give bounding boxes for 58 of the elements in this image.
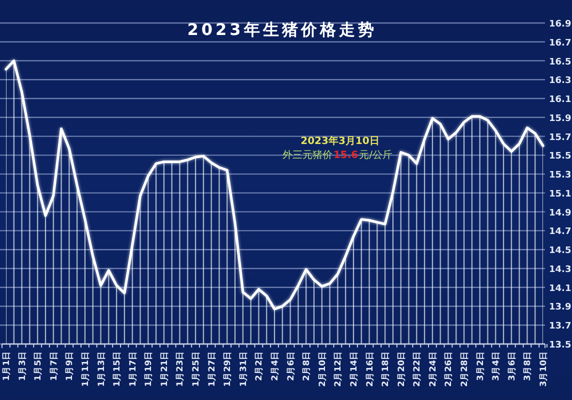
x-tick-label: 2月22日 bbox=[412, 351, 423, 387]
x-tick-label: 1月5日 bbox=[32, 351, 44, 381]
annotation: 15.6 bbox=[333, 150, 358, 161]
y-tick-label: 16.3 bbox=[549, 76, 572, 86]
x-tick-label: 2月10日 bbox=[316, 351, 328, 387]
y-tick-label: 13.5 bbox=[549, 340, 572, 350]
x-tick-label: 1月13日 bbox=[96, 351, 107, 387]
y-tick-label: 14.7 bbox=[549, 227, 572, 238]
x-tick-label: 1月27日 bbox=[206, 351, 218, 387]
x-tick-label: 3月6日 bbox=[506, 351, 518, 381]
y-tick-label: 13.7 bbox=[549, 322, 572, 332]
x-tick-label: 1月15日 bbox=[112, 351, 123, 387]
x-tick-label: 3月8日 bbox=[522, 351, 534, 381]
x-tick-label: 1月25日 bbox=[190, 351, 202, 387]
x-tick-label: 2月8日 bbox=[301, 351, 312, 381]
x-tick-label: 2月2日 bbox=[254, 351, 265, 381]
x-tick-label: 2月16日 bbox=[364, 351, 376, 387]
y-tick-label: 15.7 bbox=[549, 132, 572, 143]
x-tick-label: 1月1日 bbox=[1, 351, 12, 381]
x-tick-label: 2月18日 bbox=[380, 351, 392, 387]
x-tick-label: 3月4日 bbox=[490, 351, 502, 381]
y-tick-label: 16.5 bbox=[549, 57, 572, 68]
x-tick-label: 2月4日 bbox=[270, 351, 280, 381]
x-tick-label: 1月3日 bbox=[16, 351, 28, 381]
x-tick-label: 1月31日 bbox=[238, 351, 249, 387]
x-tick-label: 1月11日 bbox=[80, 351, 91, 387]
x-tick-label: 3月10日 bbox=[538, 351, 549, 387]
y-tick-label: 15.5 bbox=[549, 152, 572, 162]
y-tick-label: 14.9 bbox=[549, 208, 572, 218]
x-tick-label: 2月12日 bbox=[332, 351, 344, 387]
annotation: 2023年3月10日 bbox=[300, 135, 380, 147]
x-tick-label: 2月26日 bbox=[443, 351, 454, 387]
x-tick-label: 3月2日 bbox=[474, 351, 486, 381]
annotation: 外三元猪价 bbox=[282, 149, 332, 161]
x-tick-label: 1月23日 bbox=[174, 351, 186, 387]
y-tick-label: 14.5 bbox=[549, 246, 572, 256]
chart-title: 2023年生猪价格走势 bbox=[187, 20, 377, 39]
annotation: 元/公斤 bbox=[359, 149, 393, 161]
y-tick-label: 15.9 bbox=[549, 114, 572, 124]
y-tick-label: 16.9 bbox=[549, 20, 572, 30]
x-tick-label: 2月24日 bbox=[427, 351, 438, 387]
x-tick-label: 1月29日 bbox=[222, 351, 234, 387]
y-tick-label: 15.3 bbox=[549, 170, 572, 181]
x-tick-label: 1月21日 bbox=[158, 351, 170, 387]
x-tick-label: 1月7日 bbox=[48, 351, 60, 381]
y-tick-label: 14.3 bbox=[549, 264, 572, 275]
y-tick-label: 14.1 bbox=[549, 284, 572, 294]
y-tick-label: 16.1 bbox=[549, 95, 572, 106]
y-tick-label: 15.1 bbox=[549, 189, 572, 200]
y-tick-label: 13.9 bbox=[549, 302, 572, 313]
x-tick-label: 2月14日 bbox=[348, 351, 360, 387]
x-tick-label: 1月19日 bbox=[143, 351, 154, 387]
x-tick-label: 2月28日 bbox=[459, 351, 470, 387]
x-tick-label: 1月9日 bbox=[64, 351, 76, 381]
x-tick-label: 2月20日 bbox=[396, 351, 407, 387]
y-tick-label: 16.7 bbox=[549, 38, 572, 48]
x-tick-label: 1月17日 bbox=[127, 351, 138, 387]
x-tick-label: 2月6日 bbox=[285, 351, 296, 381]
